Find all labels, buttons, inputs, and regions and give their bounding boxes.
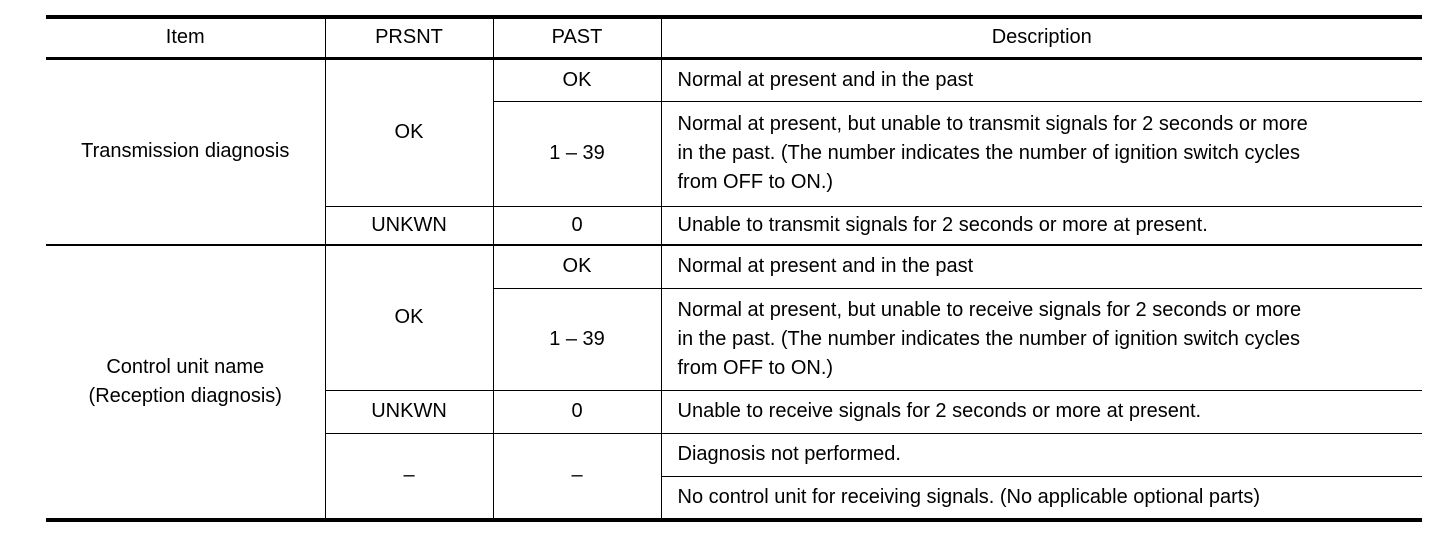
reception-desc-range: Normal at present, but unable to receive… xyxy=(660,287,1422,391)
reception-desc-unkwn: Unable to receive signals for 2 seconds … xyxy=(660,389,1422,434)
table-row: Control unit name (Reception diagnosis) … xyxy=(46,244,1422,522)
table-row: 1 – 39 Normal at present, but unable to … xyxy=(46,100,1422,207)
reception-past-zero: 0 xyxy=(492,389,662,434)
transmission-past-zero: 0 xyxy=(492,205,662,246)
desc-line: in the past. (The number indicates the n… xyxy=(677,142,1301,164)
desc-line: in the past. (The number indicates the n… xyxy=(677,327,1301,350)
reception-desc-no-unit: No control unit for receiving signals. (… xyxy=(661,475,1422,522)
reception-item: Control unit name (Reception diagnosis) xyxy=(46,244,326,522)
transmission-prsnt-ok: OK xyxy=(324,57,494,207)
desc-line: Normal at present, but unable to transmi… xyxy=(677,113,1308,135)
transmission-item: Transmission diagnosis xyxy=(46,57,326,246)
item-line: Control unit name xyxy=(106,356,265,378)
transmission-desc-unkwn: Unable to transmit signals for 2 seconds… xyxy=(660,205,1422,246)
reception-desc-not-performed: Diagnosis not performed. xyxy=(660,432,1422,477)
reception-prsnt-ok: OK xyxy=(324,244,494,391)
transmission-desc-range: Normal at present, but unable to transmi… xyxy=(660,100,1422,207)
reception-desc-ok: Normal at present and in the past xyxy=(660,244,1422,289)
transmission-desc-ok: Normal at present and in the past xyxy=(660,57,1422,102)
header-row: Item PRSNT PAST Description xyxy=(46,15,1422,60)
desc-line: from OFF to ON.) xyxy=(677,171,834,193)
header-description: Description xyxy=(660,15,1422,60)
table-row: UNKWN 0 Unable to transmit signals for 2… xyxy=(46,205,1422,246)
desc-line: from OFF to ON.) xyxy=(677,356,834,379)
reception-prsnt-dash: – xyxy=(325,432,494,522)
diagnosis-table: Item PRSNT PAST Description Transmission… xyxy=(46,15,1422,522)
reception-prsnt-unkwn: UNKWN xyxy=(325,389,494,434)
header-item: Item xyxy=(46,15,326,60)
transmission-prsnt-unkwn: UNKWN xyxy=(325,205,494,246)
table-row: – – Diagnosis not performed. xyxy=(46,432,1422,522)
reception-past-dash: – xyxy=(492,432,662,522)
reception-past-range: 1 – 39 xyxy=(493,287,662,391)
header-prsnt: PRSNT xyxy=(324,15,494,60)
header-past: PAST xyxy=(492,15,662,60)
reception-past-ok: OK xyxy=(492,244,662,289)
item-line: (Reception diagnosis) xyxy=(88,385,282,407)
transmission-past-ok: OK xyxy=(492,57,662,102)
table-row: No control unit for receiving signals. (… xyxy=(46,475,1422,522)
transmission-past-range: 1 – 39 xyxy=(493,100,662,207)
table-row: Transmission diagnosis OK OK Normal at p… xyxy=(46,57,1422,246)
table-row: 1 – 39 Normal at present, but unable to … xyxy=(46,287,1422,391)
table-row: UNKWN 0 Unable to receive signals for 2 … xyxy=(46,389,1422,434)
desc-line: Normal at present, but unable to receive… xyxy=(677,298,1302,321)
